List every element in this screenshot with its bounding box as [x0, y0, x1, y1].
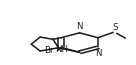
Text: Br: Br [44, 46, 54, 55]
Text: N: N [76, 22, 83, 31]
Text: NH: NH [55, 45, 68, 54]
Text: S: S [112, 23, 118, 32]
Text: N: N [95, 49, 102, 58]
